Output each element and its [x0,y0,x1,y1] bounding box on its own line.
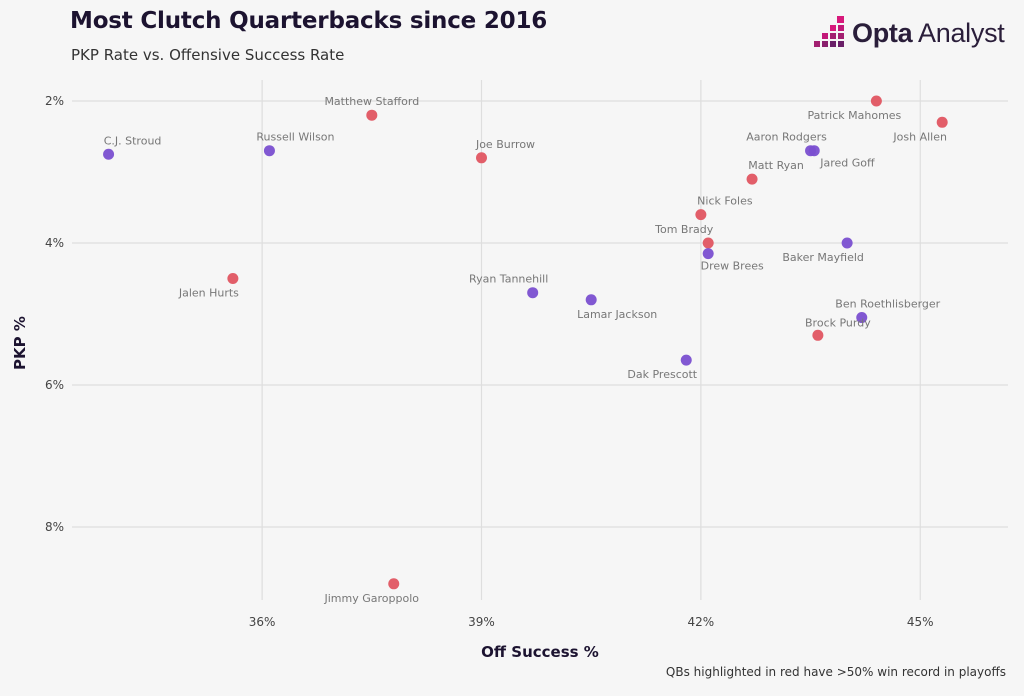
label-c-j-stroud: C.J. Stroud [104,134,162,147]
x-tick-label: 42% [688,615,715,629]
point-tom-brady [702,237,714,249]
label-matthew-stafford: Matthew Stafford [324,95,419,108]
x-axis-title: Off Success % [481,643,599,661]
point-drew-brees [702,248,714,260]
x-tick-label: 36% [249,615,276,629]
x-tick-label: 39% [468,615,495,629]
label-patrick-mahomes: Patrick Mahomes [807,109,901,122]
point-jalen-hurts [227,273,239,284]
label-lamar-jackson: Lamar Jackson [577,308,657,321]
point-nick-foles [695,209,707,221]
label-tom-brady: Tom Brady [654,223,714,236]
label-joe-burrow: Joe Burrow [475,138,535,151]
brand-logo-icon [814,16,844,47]
label-matt-ryan: Matt Ryan [748,159,804,172]
point-brock-purdy [812,329,824,341]
y-tick-label: 8% [45,520,64,534]
label-jimmy-garoppolo: Jimmy Garoppolo [324,592,420,605]
point-dak-prescott [680,354,692,366]
chart-subtitle: PKP Rate vs. Offensive Success Rate [71,46,345,64]
brand-name: Opta Analyst [852,17,1005,49]
brand-name-bold: Opta [852,17,913,48]
y-tick-label: 6% [45,378,64,392]
label-dak-prescott: Dak Prescott [627,368,697,381]
y-tick-label: 4% [45,236,64,250]
point-patrick-mahomes [870,95,882,107]
chart-title: Most Clutch Quarterbacks since 2016 [70,8,548,34]
point-matt-ryan [746,173,758,185]
y-axis-title: PKP % [11,316,29,370]
brand-name-regular: Analyst [918,17,1005,48]
label-ryan-tannehill: Ryan Tannehill [469,273,548,286]
label-ben-roethlisberger: Ben Roethlisberger [835,298,940,311]
label-aaron-rodgers: Aaron Rodgers [746,131,827,144]
grid-lines [72,80,1008,600]
y-tick-label: 2% [45,94,64,108]
point-jimmy-garoppolo [388,578,400,590]
label-baker-mayfield: Baker Mayfield [782,251,864,264]
label-jared-goff: Jared Goff [819,157,875,170]
label-russell-wilson: Russell Wilson [256,131,334,144]
point-josh-allen [936,116,948,128]
point-ben-roethlisberger [856,312,868,324]
point-lamar-jackson [585,294,597,306]
brand-logo: Opta Analyst [810,16,1005,50]
point-matthew-stafford [366,109,378,121]
label-drew-brees: Drew Brees [701,260,764,273]
x-tick-label: 45% [907,615,934,629]
point-russell-wilson [263,145,275,157]
point-labels: Matthew Stafford Joe Burrow Jalen Hurts Jim… [104,95,947,605]
point-joe-burrow [476,152,487,164]
axis-ticks: 36% 39% 42% 45% 2% 4% 6% 8% [45,94,934,629]
chart-footnote: QBs highlighted in red have >50% win rec… [665,665,1006,679]
label-josh-allen: Josh Allen [892,130,947,143]
point-ryan-tannehill [527,287,539,299]
label-brock-purdy: Brock Purdy [805,316,871,329]
data-points [103,95,948,590]
point-jared-goff [808,145,820,157]
point-baker-mayfield [841,237,853,249]
label-nick-foles: Nick Foles [697,195,753,208]
label-jalen-hurts: Jalen Hurts [178,287,239,300]
point-c-j-stroud [103,148,115,160]
